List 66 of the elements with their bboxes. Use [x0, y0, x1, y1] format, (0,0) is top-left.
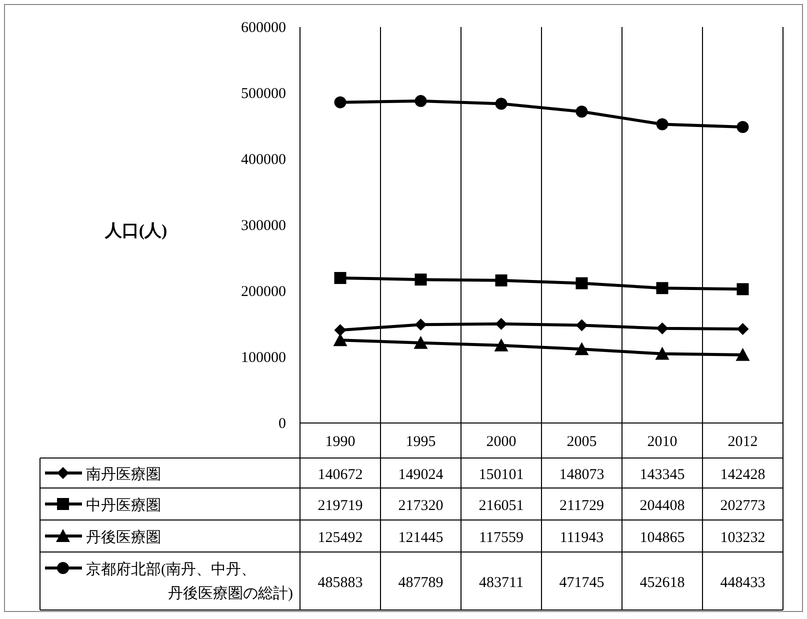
y-tick-label: 0	[278, 416, 286, 432]
point	[414, 95, 427, 108]
y-tick-label: 500000	[241, 86, 286, 102]
legend-label: 中丹医療圏	[86, 497, 161, 514]
point	[414, 336, 428, 349]
point	[656, 118, 668, 130]
point	[655, 346, 670, 360]
data-label: 219719	[318, 498, 363, 514]
point	[736, 348, 750, 361]
point	[576, 277, 588, 290]
point	[736, 121, 749, 134]
point	[656, 282, 668, 294]
data-label: 148073	[559, 467, 604, 483]
point	[334, 324, 346, 336]
x-tick-label: 2000	[486, 434, 516, 450]
data-label: 204408	[640, 498, 685, 514]
data-label: 448433	[720, 575, 766, 591]
x-tick-label: 1995	[406, 434, 436, 450]
data-label: 483711	[479, 575, 524, 591]
data-label: 211729	[560, 498, 604, 514]
data-label: 142428	[720, 467, 766, 483]
data-label: 149024	[398, 467, 444, 483]
legend-label: 京都府北部(南丹、中丹、丹後医療圏の総計)	[86, 561, 293, 602]
data-label: 104865	[640, 530, 685, 546]
y-tick-label: 600000	[241, 20, 286, 36]
point	[736, 283, 749, 296]
y-tick-label: 100000	[241, 350, 286, 366]
x-tick-label: 2012	[728, 434, 758, 450]
legend-label: 南丹医療圏	[86, 466, 161, 483]
point	[495, 318, 508, 330]
y-tick-label: 300000	[241, 218, 286, 234]
data-label: 143345	[640, 467, 685, 483]
data-label: 216051	[478, 498, 524, 514]
point	[576, 319, 588, 332]
point	[333, 333, 348, 346]
y-tick-label: 200000	[241, 284, 286, 300]
x-tick-label: 2010	[647, 434, 678, 450]
point	[576, 106, 588, 118]
data-label: 121445	[398, 530, 444, 546]
data-label: 125492	[318, 530, 363, 546]
point	[334, 272, 346, 284]
y-tick-label: 400000	[241, 152, 286, 168]
point	[494, 338, 508, 352]
point	[414, 274, 427, 286]
data-label: 103232	[720, 530, 766, 546]
point	[334, 96, 346, 108]
point	[656, 322, 668, 334]
data-label: 471745	[559, 575, 604, 591]
data-label: 202773	[720, 498, 766, 514]
x-tick-label: 1990	[325, 434, 356, 450]
data-label: 485883	[318, 575, 363, 591]
data-label: 150101	[478, 467, 524, 483]
point	[495, 98, 508, 110]
x-tick-label: 2005	[566, 434, 597, 450]
point	[414, 318, 427, 331]
data-label: 452618	[640, 575, 685, 591]
point	[574, 342, 589, 356]
data-label: 217320	[398, 498, 444, 514]
data-label: 117559	[479, 530, 524, 546]
point	[495, 274, 508, 286]
y-axis-title: 人口(人)	[104, 221, 168, 240]
point	[736, 323, 749, 335]
data-label: 487789	[398, 575, 444, 591]
data-label: 140672	[318, 467, 363, 483]
data-label: 111943	[560, 530, 604, 546]
legend-label: 丹後医療圏	[86, 529, 161, 546]
